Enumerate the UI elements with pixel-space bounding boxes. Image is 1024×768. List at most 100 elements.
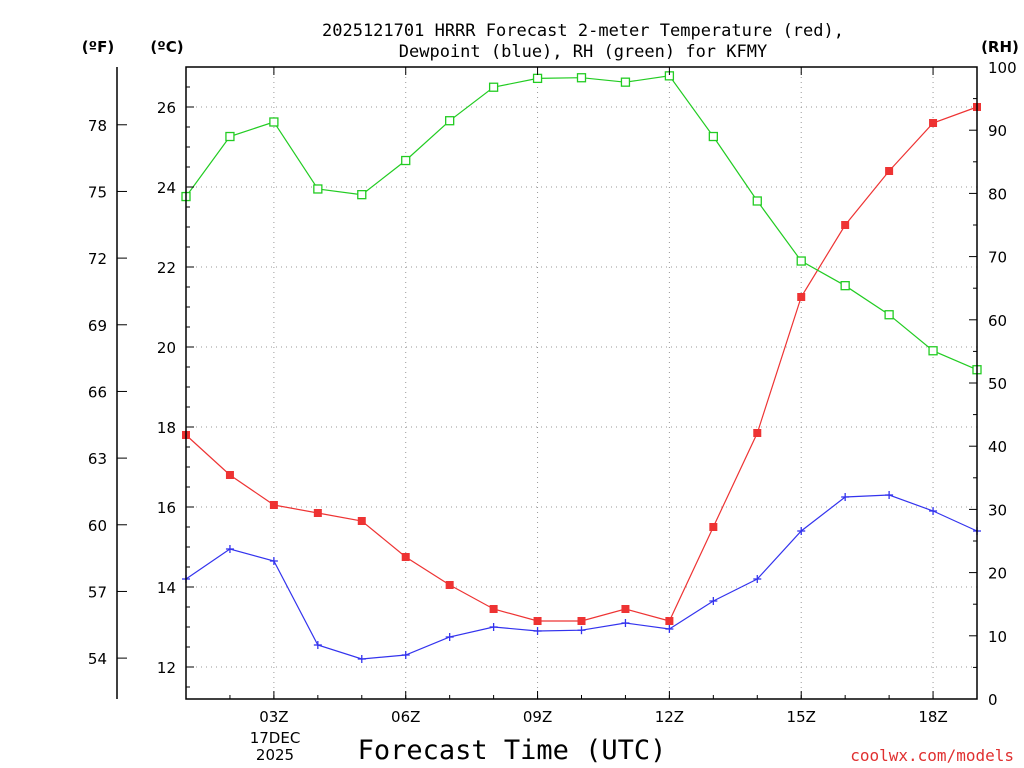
chart-title-line-2: Dewpoint (blue), RH (green) for KFMY xyxy=(399,42,767,62)
rh-point xyxy=(928,346,938,356)
temperature-point xyxy=(401,553,410,561)
dewpoint-point xyxy=(753,575,762,583)
rh-point xyxy=(840,281,850,291)
series-layer xyxy=(181,71,982,663)
rh-point xyxy=(532,73,543,84)
temperature-point xyxy=(269,501,278,509)
rh-tick-label: 90 xyxy=(988,122,1007,140)
temperature-point xyxy=(621,605,630,613)
fahrenheit-tick-label: 66 xyxy=(88,383,107,401)
axes: 03Z 06Z 09Z 12Z 15Z 18Z 12 14 16 18 20 22 24 26 54 57 60… xyxy=(88,59,1017,726)
plot-frame xyxy=(185,66,978,700)
dewpoint-point xyxy=(929,507,938,515)
x-axis-title: Forecast Time (UTC) xyxy=(358,735,667,766)
rh-point xyxy=(488,82,499,92)
fahrenheit-tick-label: 57 xyxy=(88,583,107,601)
celsius-tick-label: 20 xyxy=(157,339,176,357)
celsius-tick-label: 22 xyxy=(157,259,176,277)
grid-lines xyxy=(186,67,977,699)
temperature-point xyxy=(533,617,542,625)
x-tick-label: 18Z xyxy=(918,708,947,726)
temperature-point xyxy=(445,581,454,589)
temperature-point xyxy=(797,293,806,301)
dewpoint-point xyxy=(533,627,542,635)
rh-tick-label: 30 xyxy=(988,501,1007,519)
dewpoint-series xyxy=(182,491,981,663)
rh-point xyxy=(752,196,762,206)
fahrenheit-tick-label: 60 xyxy=(88,517,107,535)
dewpoint-point xyxy=(489,623,498,631)
rh-point xyxy=(796,256,806,266)
rh-point xyxy=(445,116,455,126)
date-label-day: 17DEC xyxy=(250,729,301,747)
temperature-point xyxy=(489,605,498,613)
temperature-point xyxy=(357,517,366,525)
fahrenheit-tick-label: 63 xyxy=(88,450,107,468)
x-tick-label: 03Z xyxy=(259,708,288,726)
rh-unit-label: (RH) xyxy=(981,38,1019,56)
rh-point xyxy=(357,190,367,200)
x-tick-label: 06Z xyxy=(391,708,420,726)
dewpoint-point xyxy=(797,527,806,535)
rh-tick-label: 20 xyxy=(988,565,1007,583)
fahrenheit-tick-label: 69 xyxy=(88,317,107,335)
celsius-tick-label: 12 xyxy=(157,659,176,677)
dewpoint-point xyxy=(445,633,454,641)
dewpoint-point xyxy=(841,493,850,501)
dewpoint-line xyxy=(185,494,978,660)
dewpoint-point xyxy=(577,626,586,635)
celsius-tick-label: 26 xyxy=(157,99,176,117)
rh-point xyxy=(576,73,587,83)
dewpoint-point xyxy=(665,625,674,633)
rh-tick-label: 70 xyxy=(988,249,1007,267)
temperature-series xyxy=(182,103,981,625)
credit-link[interactable]: coolwx.com/models xyxy=(850,746,1014,765)
x-tick-label: 12Z xyxy=(655,708,684,726)
rh-point xyxy=(225,131,235,142)
temperature-point xyxy=(929,119,938,127)
temperature-point xyxy=(709,523,718,531)
fahrenheit-tick-label: 78 xyxy=(88,117,107,135)
rh-tick-label: 100 xyxy=(988,59,1017,77)
dewpoint-point xyxy=(621,619,630,627)
celsius-tick-label: 14 xyxy=(157,579,176,597)
x-tick-label: 09Z xyxy=(523,708,552,726)
rh-tick-label: 50 xyxy=(988,375,1007,393)
dewpoint-point xyxy=(269,557,278,565)
temperature-point xyxy=(313,509,322,517)
rh-point xyxy=(884,310,894,320)
chart-title-line-1: 2025121701 HRRR Forecast 2-meter Tempera… xyxy=(322,21,844,41)
date-label-year: 2025 xyxy=(256,746,294,764)
rh-point xyxy=(708,131,718,142)
rh-point xyxy=(401,155,411,166)
x-tick-label: 15Z xyxy=(787,708,816,726)
rh-point xyxy=(269,117,279,127)
rh-line xyxy=(185,75,978,371)
temperature-point xyxy=(841,221,850,229)
rh-tick-label: 40 xyxy=(988,438,1007,456)
celsius-tick-label: 16 xyxy=(157,499,176,517)
rh-point xyxy=(313,184,323,194)
dewpoint-point xyxy=(313,641,322,649)
rh-series xyxy=(181,71,982,375)
celsius-unit-label: (ºC) xyxy=(150,38,183,56)
temperature-point xyxy=(753,429,762,437)
rh-tick-label: 10 xyxy=(988,628,1007,646)
temperature-line xyxy=(185,106,978,622)
celsius-tick-label: 18 xyxy=(157,419,176,437)
temperature-point xyxy=(577,617,586,625)
temperature-point xyxy=(885,167,894,175)
celsius-tick-label: 24 xyxy=(157,179,176,197)
dewpoint-point xyxy=(885,491,894,499)
rh-tick-label: 0 xyxy=(988,691,998,709)
dewpoint-point xyxy=(401,651,410,659)
fahrenheit-unit-label: (ºF) xyxy=(82,38,114,56)
dewpoint-point xyxy=(357,655,366,663)
dewpoint-point xyxy=(225,545,234,553)
fahrenheit-tick-label: 54 xyxy=(88,650,107,668)
rh-tick-label: 80 xyxy=(988,185,1007,203)
rh-tick-label: 60 xyxy=(988,312,1007,330)
fahrenheit-tick-label: 75 xyxy=(88,183,107,201)
dewpoint-point xyxy=(709,597,718,605)
temperature-point xyxy=(225,471,234,479)
